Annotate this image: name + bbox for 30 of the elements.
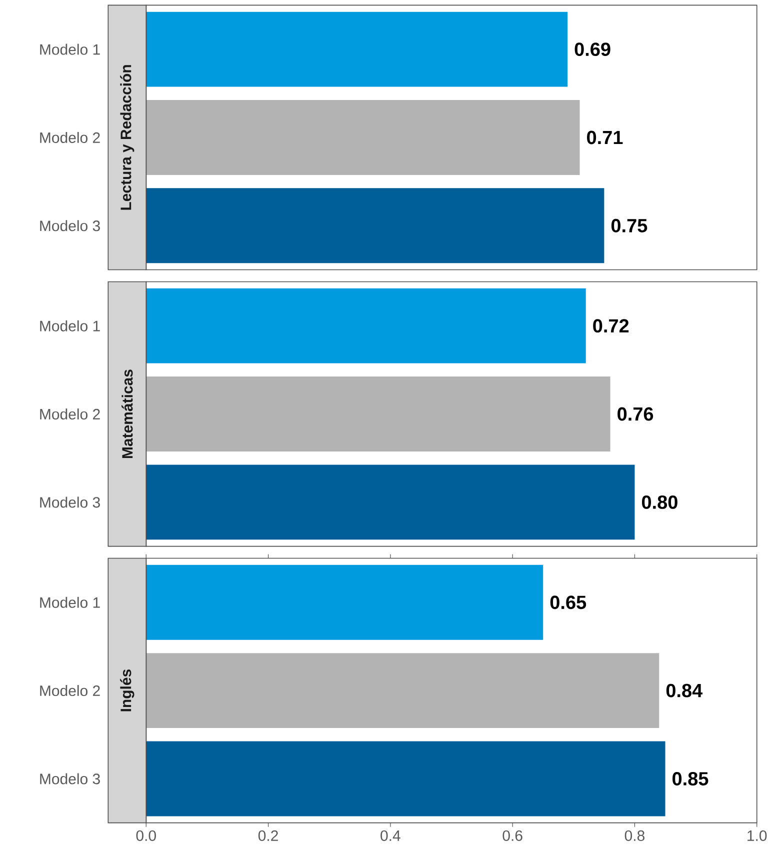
text: Matemáticas bbox=[122, 370, 133, 458]
data-label: 0.80 bbox=[642, 495, 678, 509]
x-tick-label: 1.0 bbox=[748, 830, 767, 841]
text: Inglés bbox=[120, 670, 134, 712]
bar bbox=[146, 653, 660, 728]
text: Lectura y Redacción bbox=[120, 65, 134, 210]
data-label: 0.84 bbox=[666, 684, 703, 698]
data-label: 0.76 bbox=[618, 407, 654, 421]
data-label: 0.75 bbox=[612, 218, 648, 232]
data-label: 0.65 bbox=[550, 596, 586, 610]
x-tick-label: 0.8 bbox=[625, 830, 645, 841]
bar bbox=[146, 741, 666, 816]
data-label: 0.85 bbox=[672, 772, 708, 786]
y-tick-label: Modelo 1 bbox=[40, 44, 100, 55]
y-tick-label: Modelo 1 bbox=[40, 596, 100, 608]
y-tick-label: Modelo 1 bbox=[40, 320, 100, 332]
x-tick-label: 0.6 bbox=[502, 830, 523, 841]
y-tick-label: Modelo 2 bbox=[40, 132, 100, 143]
data-label: 0.72 bbox=[593, 319, 629, 333]
bar bbox=[146, 564, 544, 640]
x-tick-label: 0.0 bbox=[136, 830, 156, 841]
data-label: 0.71 bbox=[587, 130, 623, 144]
x-tick-label: 0.4 bbox=[380, 830, 401, 841]
y-tick-label: Modelo 3 bbox=[40, 773, 100, 784]
x-tick-label: 0.2 bbox=[258, 830, 278, 841]
data-label: 0.69 bbox=[575, 42, 611, 56]
y-tick-label: Modelo 3 bbox=[40, 496, 100, 508]
y-tick-label: Modelo 2 bbox=[40, 408, 100, 420]
y-tick-label: Modelo 3 bbox=[40, 220, 100, 232]
y-tick-label: Modelo 2 bbox=[40, 685, 100, 696]
